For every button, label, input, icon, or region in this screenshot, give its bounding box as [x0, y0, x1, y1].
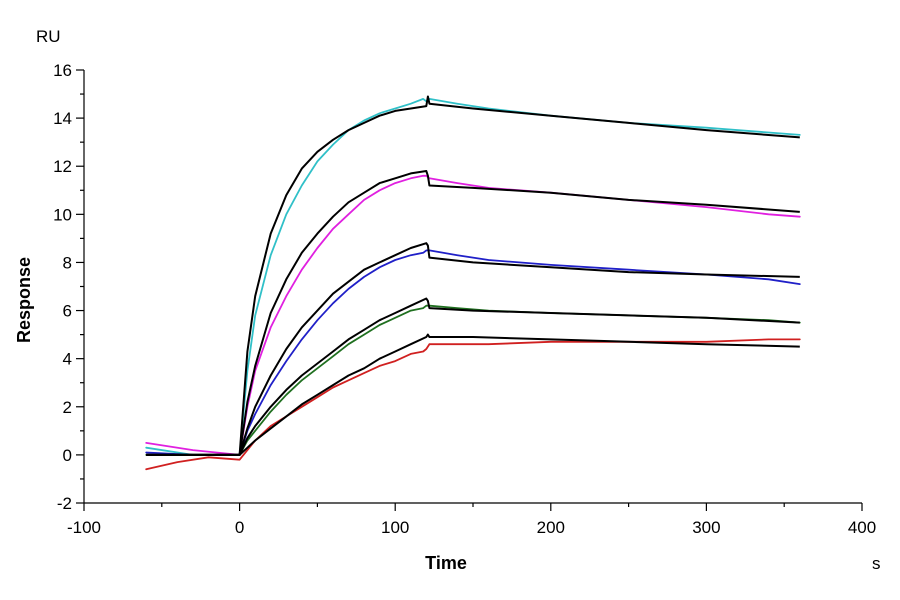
x-tick-label: 300 [692, 518, 720, 537]
curves [145, 95, 801, 471]
ticks: -2 0 2 4 6 8 10 12 14 16 -100 0 100 200 300 400 [53, 61, 876, 537]
y-unit-label: RU [36, 27, 61, 46]
x-tick-label: 0 [235, 518, 244, 537]
fit-curve [146, 170, 800, 456]
x-axis-title: Time [425, 553, 467, 573]
y-tick-label: 10 [53, 205, 72, 224]
x-tick-label: 200 [537, 518, 565, 537]
y-axis-title: Response [14, 257, 34, 343]
y-tick-label: 12 [53, 157, 72, 176]
fit-curve [146, 242, 800, 456]
y-tick-label: 4 [63, 350, 72, 369]
x-tick-label: -100 [67, 518, 101, 537]
y-tick-label: 8 [63, 253, 72, 272]
y-tick-label: -2 [57, 494, 72, 513]
fit-curve [146, 297, 800, 456]
x-unit-label: s [872, 554, 881, 573]
x-tick-label: 100 [381, 518, 409, 537]
fit-curve [146, 95, 800, 456]
y-tick-label: 16 [53, 61, 72, 80]
y-tick-label: 2 [63, 398, 72, 417]
response-curve [145, 338, 801, 471]
y-tick-label: 0 [63, 446, 72, 465]
axes [83, 70, 862, 504]
y-tick-label: 6 [63, 302, 72, 321]
fit-curve [146, 333, 800, 456]
y-tick-label: 14 [53, 109, 72, 128]
x-tick-label: 400 [848, 518, 876, 537]
response-curve [145, 249, 801, 456]
